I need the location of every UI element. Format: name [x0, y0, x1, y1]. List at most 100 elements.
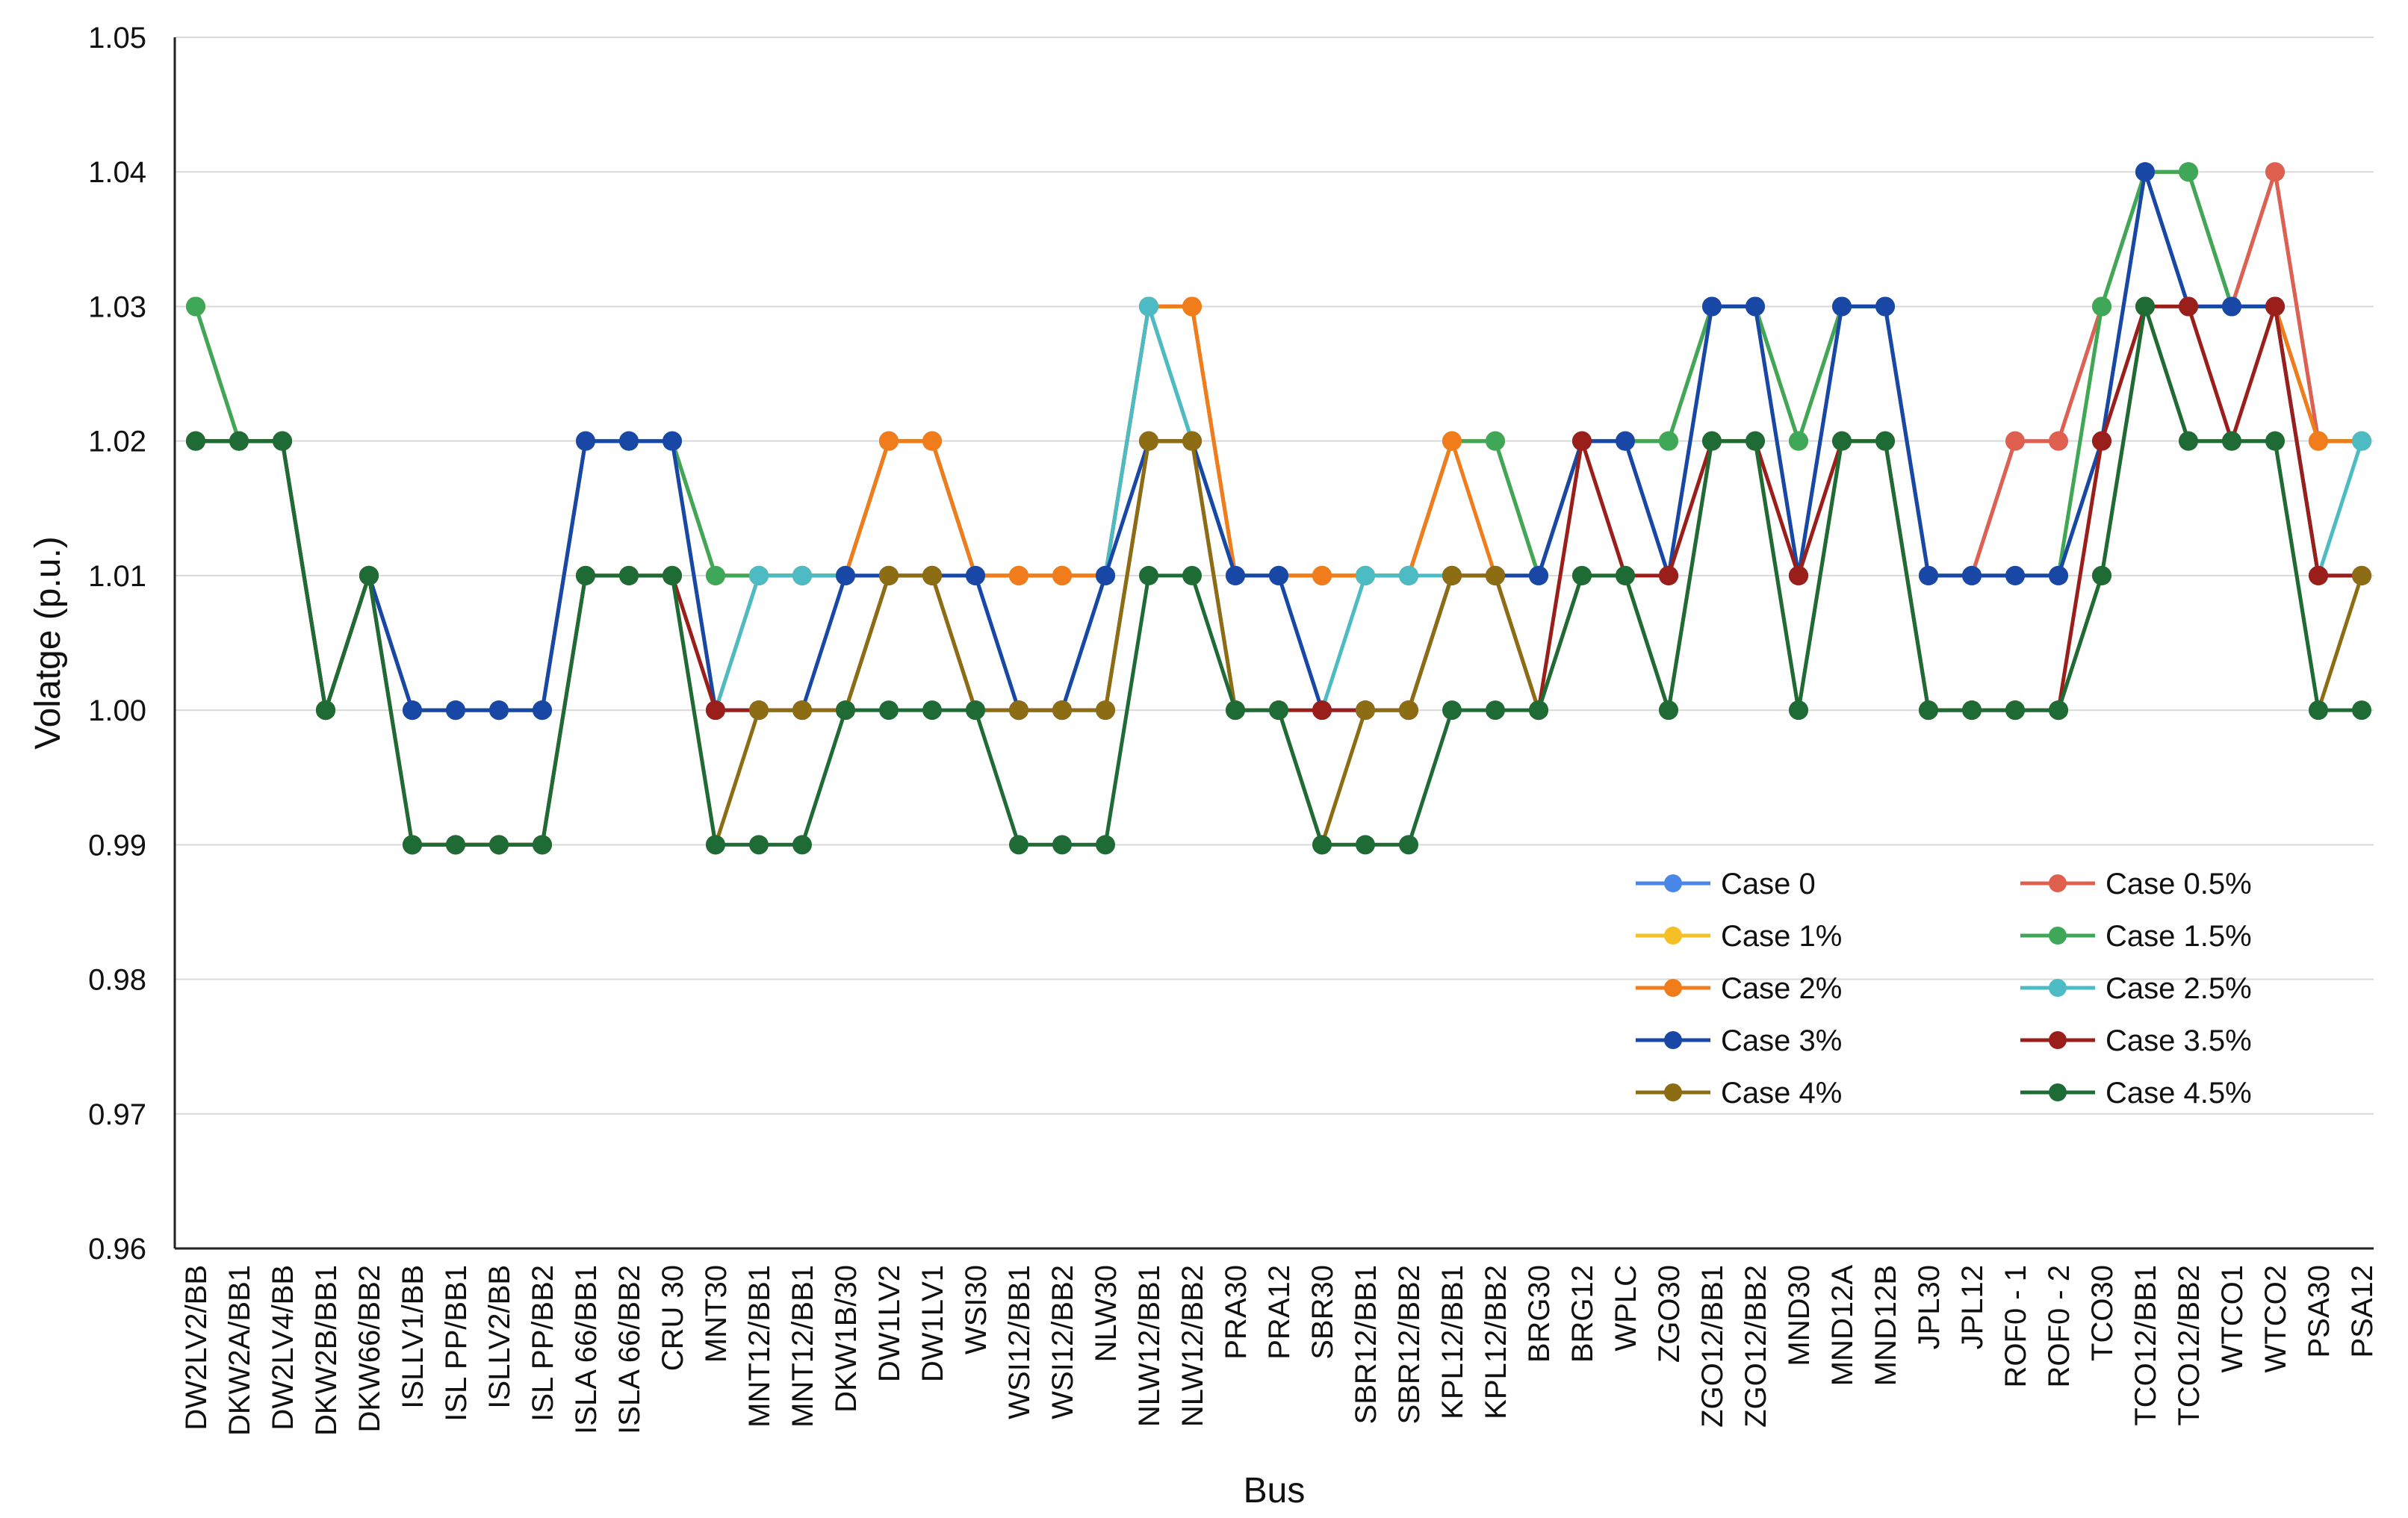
data-point	[1659, 565, 1678, 585]
legend-item: Case 2%	[1636, 972, 1842, 1005]
x-tick-label: DKW2B/BB1	[310, 1265, 343, 1436]
legend-swatch-marker	[2049, 1083, 2067, 1101]
legend: Case 0 Case 0.5% Case 1% Case 1.5% Case 2% Ca…	[1636, 868, 2252, 1110]
x-tick-label: ISLA 66/BB1	[570, 1265, 603, 1434]
data-point	[1226, 565, 1245, 585]
data-point	[576, 431, 595, 451]
legend-label: Case 4%	[1721, 1077, 1842, 1110]
legend-swatch-marker	[2049, 979, 2067, 997]
data-point	[359, 565, 379, 585]
data-point	[1182, 296, 1202, 317]
legend-item: Case 1.5%	[2020, 920, 2252, 953]
data-point	[1139, 431, 1158, 451]
legend-label: Case 1.5%	[2106, 920, 2252, 953]
data-point	[1009, 565, 1028, 585]
data-point	[2179, 296, 2198, 317]
x-tick-label: KPL12/BB1	[1436, 1265, 1469, 1419]
legend-swatch-marker	[1664, 1083, 1682, 1101]
legend-label: Case 1%	[1721, 920, 1842, 953]
legend-label: Case 2%	[1721, 972, 1842, 1005]
data-point	[966, 565, 985, 585]
x-tick-label: DKW2A/BB1	[223, 1265, 256, 1436]
data-point	[922, 565, 942, 585]
data-point	[792, 565, 812, 585]
data-point	[706, 565, 725, 585]
data-point	[186, 296, 205, 317]
data-point	[2179, 162, 2198, 182]
x-tick-label: NLW12/BB2	[1176, 1265, 1209, 1427]
x-tick-label: SBR30	[1306, 1265, 1339, 1360]
data-point	[619, 431, 639, 451]
legend-swatch-marker	[1664, 874, 1682, 892]
data-point	[2265, 162, 2285, 182]
data-point	[1486, 700, 1505, 721]
legend-label: Case 2.5%	[2106, 972, 2252, 1005]
y-tick-label: 1.05	[88, 22, 146, 55]
data-point	[1269, 565, 1288, 585]
axes	[173, 37, 2374, 1250]
data-point	[1529, 700, 1548, 721]
data-point	[2309, 700, 2328, 721]
data-point	[2222, 431, 2241, 451]
data-point	[2352, 431, 2371, 451]
x-tick-label: WPLC	[1610, 1265, 1642, 1351]
data-point	[1399, 565, 1418, 585]
data-point	[1616, 565, 1635, 585]
data-point	[1096, 700, 1115, 721]
data-point	[2092, 296, 2111, 317]
data-point	[879, 700, 899, 721]
data-point	[446, 835, 465, 855]
data-point	[186, 431, 205, 451]
data-point	[1875, 296, 1895, 317]
data-point	[922, 431, 942, 451]
data-point	[2049, 431, 2068, 451]
data-point	[533, 700, 552, 721]
x-tick-label: ZGO12/BB1	[1696, 1265, 1729, 1428]
data-point	[619, 565, 639, 585]
data-point	[879, 431, 899, 451]
x-tick-label: TCO12/BB2	[2173, 1265, 2206, 1426]
y-tick-label: 0.99	[88, 829, 146, 862]
data-point	[403, 700, 422, 721]
data-point	[1052, 565, 1072, 585]
data-point	[273, 431, 292, 451]
data-point	[2135, 162, 2155, 182]
x-tick-label: CRU 30	[657, 1265, 689, 1371]
data-point	[403, 835, 422, 855]
data-point	[2049, 565, 2068, 585]
data-point	[1572, 431, 1592, 451]
x-tick-label: MNT12/BB1	[786, 1265, 819, 1428]
data-point	[1486, 431, 1505, 451]
x-tick-label: DW2LV4/BB	[267, 1265, 300, 1431]
data-point	[446, 700, 465, 721]
data-point	[1096, 565, 1115, 585]
data-point	[1789, 700, 1808, 721]
y-tick-label: 1.02	[88, 426, 146, 458]
data-point	[1399, 700, 1418, 721]
legend-swatch-marker	[1664, 979, 1682, 997]
series-lines	[186, 162, 2371, 855]
x-tick-label: WTCO2	[2259, 1265, 2292, 1372]
legend-item: Case 2.5%	[2020, 972, 2252, 1005]
data-point	[1572, 565, 1592, 585]
data-point	[1182, 431, 1202, 451]
data-point	[489, 835, 509, 855]
x-tick-label: ZGO12/BB2	[1740, 1265, 1772, 1428]
data-point	[2092, 565, 2111, 585]
x-tick-label: ISLLV1/BB	[397, 1265, 429, 1409]
y-axis-title: Volatge (p.u.)	[28, 536, 68, 750]
x-tick-label: DW2LV2/BB	[180, 1265, 213, 1431]
data-point	[1962, 565, 1982, 585]
data-point	[1312, 700, 1332, 721]
data-point	[836, 700, 855, 721]
data-point	[1139, 296, 1158, 317]
data-point	[966, 700, 985, 721]
data-point	[1832, 296, 1852, 317]
data-point	[2265, 296, 2285, 317]
legend-item: Case 4.5%	[2020, 1077, 2252, 1110]
y-tick-label: 1.01	[88, 560, 146, 593]
data-point	[1875, 431, 1895, 451]
legend-label: Case 3%	[1721, 1024, 1842, 1057]
data-point	[792, 700, 812, 721]
data-point	[1789, 565, 1808, 585]
